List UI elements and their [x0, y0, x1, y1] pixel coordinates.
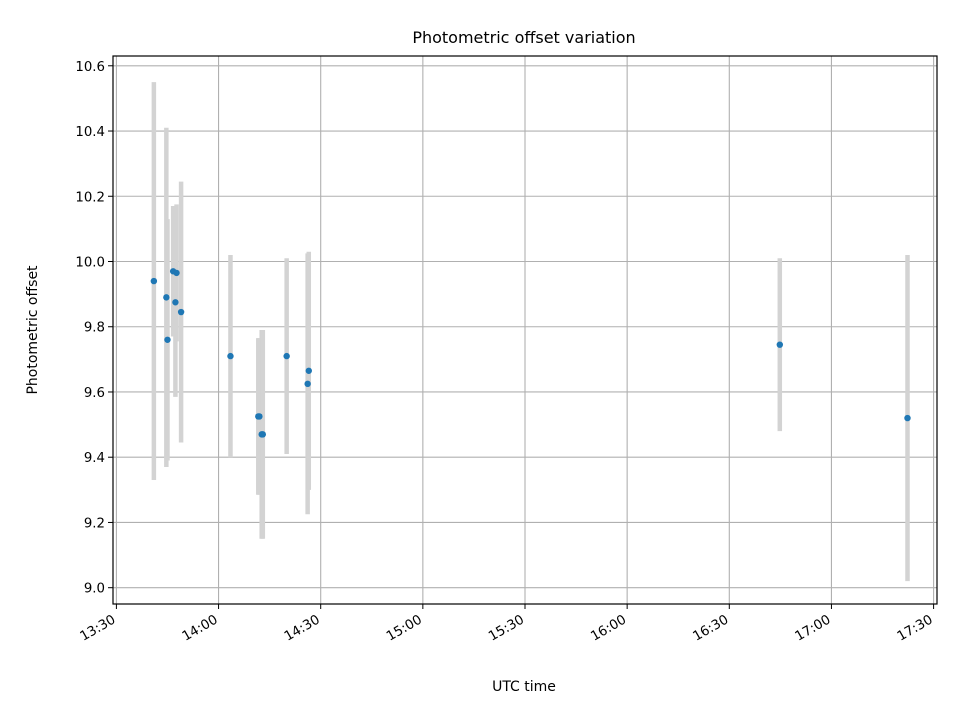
- chart-title: Photometric offset variation: [412, 28, 635, 47]
- y-tick-label: 10.2: [75, 190, 105, 205]
- data-point: [173, 269, 180, 277]
- y-tick-label: 9.2: [84, 516, 105, 531]
- x-tick-label: 17:00: [793, 612, 834, 644]
- data-point: [177, 308, 185, 316]
- data-point: [304, 380, 311, 388]
- y-tick-label: 10.0: [75, 256, 105, 271]
- x-tick-label: 17:30: [895, 612, 936, 644]
- data-point: [904, 414, 911, 422]
- data-point: [164, 336, 171, 343]
- x-axis-label: UTC time: [492, 679, 556, 695]
- data-point: [259, 431, 267, 438]
- x-axis-ticks: 13:30 14:00 14:30 15:00 15:30 16:00 16:30 17:00…: [78, 604, 936, 645]
- grid-lines: [113, 56, 937, 604]
- x-tick-label: 16:30: [691, 612, 732, 644]
- data-point: [256, 413, 263, 420]
- y-tick-label: 10.6: [75, 60, 105, 75]
- x-tick-label: 14:30: [282, 612, 323, 644]
- y-axis-label: Photometric offset: [25, 265, 41, 395]
- data-point: [305, 367, 312, 374]
- x-tick-label: 14:00: [180, 612, 221, 644]
- x-tick-label: 16:00: [588, 612, 629, 644]
- y-tick-label: 9.6: [84, 386, 105, 401]
- data-point: [150, 277, 158, 285]
- data-point: [776, 341, 784, 348]
- y-tick-label: 9.0: [84, 582, 105, 597]
- y-tick-label: 9.4: [84, 451, 105, 466]
- x-tick-label: 15:30: [486, 612, 527, 644]
- y-tick-label: 10.4: [75, 125, 105, 140]
- data-point: [283, 352, 290, 360]
- data-point: [172, 299, 179, 306]
- y-axis-ticks: 9.0 9.2 9.4 9.6 9.8 10.0 10.2 10.4 10.6: [75, 60, 113, 597]
- x-tick-label: 13:30: [78, 612, 119, 644]
- y-tick-label: 9.8: [84, 321, 105, 336]
- x-tick-label: 15:00: [384, 612, 425, 644]
- data-point: [163, 294, 170, 301]
- data-point: [227, 352, 234, 360]
- data-points: [150, 268, 911, 438]
- error-bars: [151, 82, 910, 582]
